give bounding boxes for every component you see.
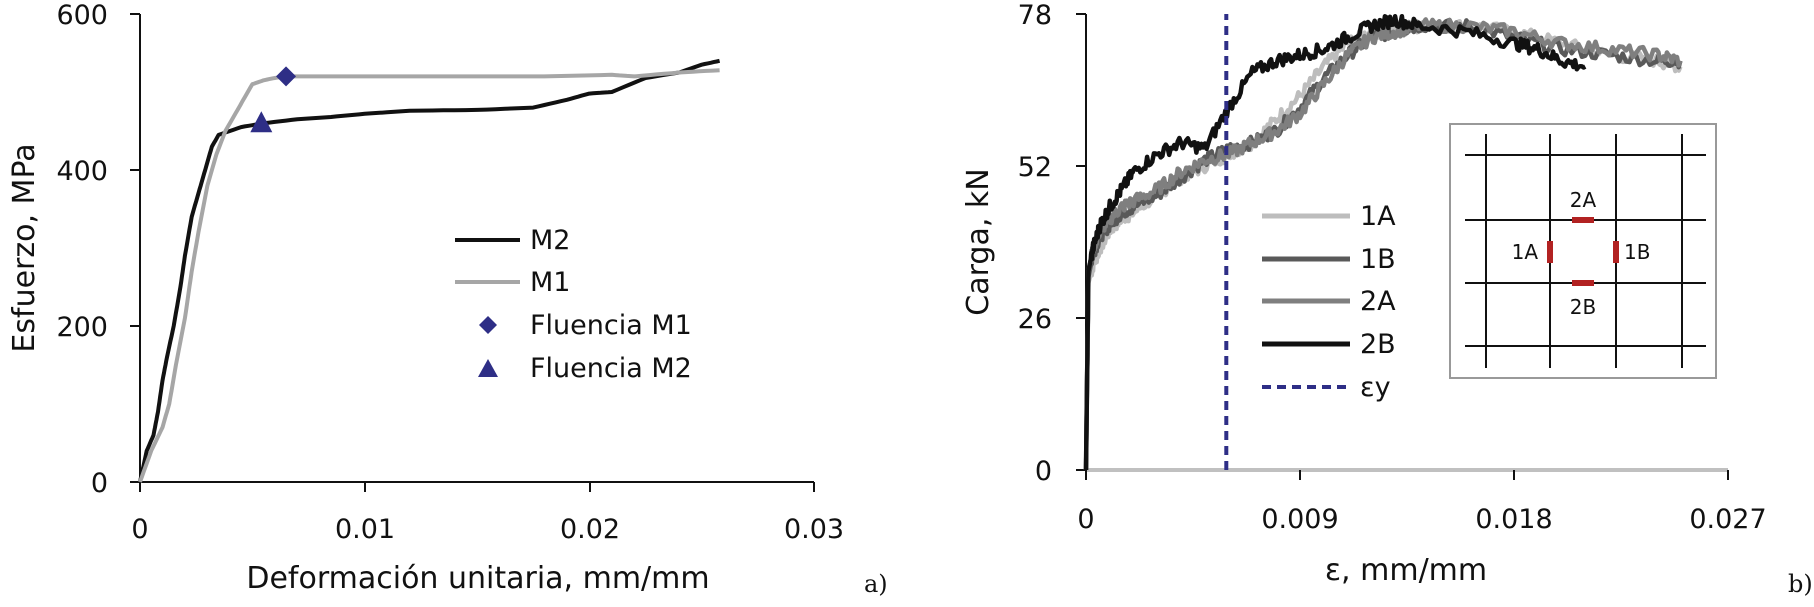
chart-b-x-ticks: 0 0.009 0.018 0.027 [1077,470,1767,535]
inset-label-2b: 2B [1570,295,1596,319]
chart-b-x-tick-label: 0.009 [1261,504,1338,535]
strain-gauge-2a [1572,217,1594,223]
chart-b-y-tick-label: 26 [1018,304,1052,335]
legend-triangle-icon [478,359,498,377]
inset-label-2a: 2A [1570,188,1597,212]
inset-frame [1449,123,1717,379]
marker-fluencia-m1 [276,66,297,87]
chart-a-y-tick-label: 600 [56,0,108,31]
chart-a-markers [250,66,297,133]
strain-gauge-1a [1547,241,1553,263]
chart-b-inset-diagram: 2A 1A 1B 2B [1449,123,1717,379]
chart-a-y-axis-title: Esfuerzo, MPa [7,143,42,352]
chart-b-y-tick-label: 52 [1018,152,1052,183]
legend-label-m2: M2 [530,225,570,256]
chart-b-y-tick-label: 0 [1035,456,1052,487]
series-line-2a [1083,17,1683,471]
legend-label-fluencia-m2: Fluencia M2 [530,353,692,384]
chart-b-y-tick-label: 78 [1018,0,1052,31]
legend-label-fluencia-m1: Fluencia M1 [530,310,692,341]
chart-b-legend: 1A 1B 2A 2B εy [1262,201,1396,403]
chart-b-x-tick-label: 0 [1077,504,1094,535]
chart-a-x-tick-label: 0.01 [335,514,395,545]
chart-a-legend: M2 M1 Fluencia M1 Fluencia M2 [455,225,692,384]
chart-a-y-tick-label: 0 [91,468,108,499]
chart-b-x-tick-label: 0.027 [1689,504,1766,535]
chart-a-x-tick-label: 0 [131,514,148,545]
strain-gauge-1b [1613,241,1619,263]
chart-a: 0 200 400 600 0 0.01 0.02 0.03 Deformaci… [7,0,888,598]
panel-label-a: a) [864,570,888,598]
legend-label-2b: 2B [1360,329,1396,360]
legend-label-1b: 1B [1360,244,1396,275]
inset-label-1b: 1B [1624,240,1650,264]
chart-a-x-tick-label: 0.03 [784,514,844,545]
chart-a-x-ticks: 0 0.01 0.02 0.03 [131,482,844,545]
chart-b-y-axis-title: Carga, kN [961,168,996,315]
strain-gauge-2b [1572,280,1594,286]
chart-b-x-axis-title: ε, mm/mm [1325,553,1487,588]
chart-b-x-tick-label: 0.018 [1475,504,1552,535]
series-line-m1 [138,68,720,483]
legend-label-ey: εy [1360,372,1391,403]
chart-a-y-tick-label: 200 [56,312,108,343]
panel-label-b: b) [1788,570,1813,598]
legend-label-m1: M1 [530,267,570,298]
chart-b: 0 26 52 78 0 0.009 0.018 0.027 ε, mm/mm … [961,0,1813,598]
chart-a-x-axis-title: Deformación unitaria, mm/mm [246,561,709,596]
chart-b-series [1083,13,1683,471]
legend-label-1a: 1A [1360,201,1396,232]
chart-a-x-tick-label: 0.02 [560,514,620,545]
series-line-2b [1083,13,1587,471]
legend-label-2a: 2A [1360,286,1396,317]
series-line-m2 [138,58,721,483]
chart-a-y-tick-label: 400 [56,156,108,187]
marker-fluencia-m2 [250,111,273,133]
legend-diamond-icon [479,316,497,334]
chart-a-series [138,58,721,483]
chart-b-y-ticks: 0 26 52 78 [1018,0,1086,487]
chart-a-y-ticks: 0 200 400 600 [56,0,140,499]
inset-label-1a: 1A [1512,240,1539,264]
